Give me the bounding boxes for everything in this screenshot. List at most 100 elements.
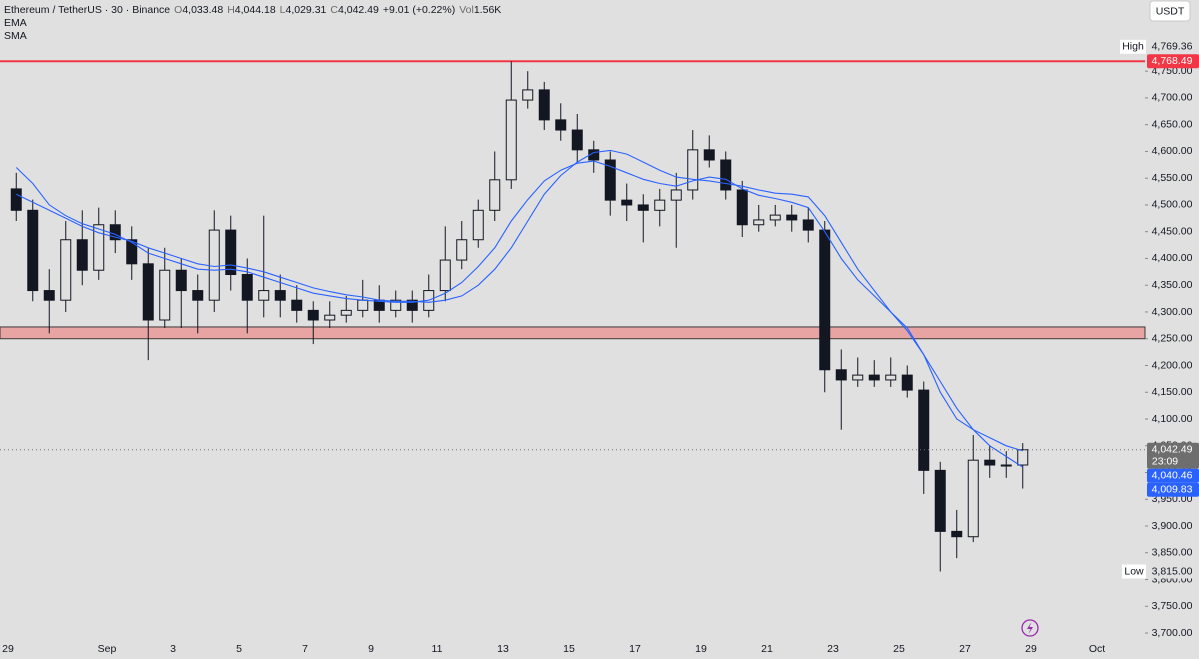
candle-body: [753, 219, 765, 226]
candle-body: [885, 374, 897, 381]
y-tick-label: 4,200.00: [1152, 359, 1193, 371]
zone: [0, 326, 1146, 340]
candle-body: [604, 159, 616, 201]
x-tick-label: 23: [827, 643, 839, 655]
candle-body: [324, 314, 336, 321]
candle-body: [1017, 449, 1029, 466]
candle-body: [802, 219, 814, 231]
high-tag-label: 4,769.36: [1152, 41, 1193, 53]
x-tick-label: 13: [497, 643, 509, 655]
candle-body: [208, 229, 220, 301]
y-tick-label: 4,600.00: [1152, 145, 1193, 157]
candle-body: [93, 224, 105, 271]
y-tick-label: 4,100.00: [1152, 413, 1193, 425]
y-tick-label: 3,900.00: [1152, 520, 1193, 532]
y-tick-label: 3,700.00: [1152, 627, 1193, 639]
level-tag-label: 4,768.49: [1152, 55, 1193, 67]
flash-icon-bolt: [1027, 622, 1033, 634]
candle-body: [736, 189, 748, 226]
candle-body: [27, 209, 39, 292]
candle-body: [951, 530, 963, 538]
ohlc-key: H: [227, 4, 235, 16]
candle-body: [571, 129, 583, 151]
indicator-line: [16, 149, 1024, 468]
x-tick-label: 11: [432, 643, 443, 655]
candle-body: [769, 214, 781, 221]
ohlc-value: 4,033.48: [182, 4, 223, 16]
y-tick-label: 4,300.00: [1152, 306, 1193, 318]
candle-body: [159, 269, 171, 321]
low-tag-label: 3,815.00: [1152, 565, 1193, 577]
x-tick-label: Sep: [98, 643, 117, 655]
candle-body: [142, 263, 154, 321]
candle-body: [489, 179, 501, 211]
y-tick-label: 3,750.00: [1152, 600, 1193, 612]
candle-body: [439, 259, 451, 292]
candle-body: [241, 274, 253, 301]
ohlc-value: 4,044.18: [235, 4, 276, 16]
candle-body: [274, 290, 286, 301]
x-tick-label: 21: [761, 643, 773, 655]
candle-body: [555, 119, 567, 131]
candle-body: [60, 239, 72, 301]
y-tick-label: 4,400.00: [1152, 252, 1193, 264]
indicator-line: [15, 160, 1023, 452]
candle-body: [654, 199, 666, 211]
y-tick-label: 4,550.00: [1152, 172, 1193, 184]
low-name: Low: [1124, 565, 1144, 577]
candle-body: [307, 309, 319, 321]
low-tag: [1147, 564, 1199, 579]
indicator-legend[interactable]: SMA: [4, 30, 27, 42]
candle-body: [43, 290, 55, 301]
x-tick-label: 7: [302, 643, 308, 655]
currency-button[interactable]: [1149, 0, 1191, 22]
candle-body: [786, 214, 798, 221]
candle-body: [406, 299, 418, 311]
candle-body: [505, 99, 517, 181]
flash-icon[interactable]: [1021, 619, 1039, 637]
y-tick-label: 4,450.00: [1152, 225, 1193, 237]
x-tick-label: 9: [368, 643, 374, 655]
candle-body: [456, 239, 468, 261]
candle-body: [868, 374, 880, 381]
x-tick-label: 27: [959, 643, 971, 655]
currency[interactable]: USDT: [1156, 5, 1185, 17]
candle-body: [390, 299, 402, 311]
candle-body: [934, 469, 946, 532]
x-tick-label: 17: [629, 643, 641, 655]
indicator-legend[interactable]: EMA: [4, 17, 27, 29]
indicator-tag-label: 4,040.46: [1152, 470, 1193, 482]
candle-body: [76, 239, 88, 271]
last-price-tag: [1147, 442, 1199, 469]
x-tick-label: 29: [1025, 643, 1037, 655]
x-tick-label: 3: [170, 643, 176, 655]
candle-body: [472, 209, 484, 241]
y-tick-label: 4,250.00: [1152, 333, 1193, 345]
indicator-tag-label: 4,009.83: [1152, 484, 1193, 496]
candle-body: [621, 199, 633, 206]
countdown: 23:09: [1152, 456, 1178, 468]
candle-body: [175, 269, 187, 292]
high-name: High: [1122, 41, 1144, 53]
candle-body: [10, 188, 22, 211]
x-tick-label: 29: [2, 643, 14, 655]
ohlc-key: L: [280, 4, 286, 16]
candle-body: [1000, 464, 1012, 467]
ohlc-key: C: [330, 4, 338, 16]
y-tick-label: 4,650.00: [1152, 118, 1193, 130]
candle-body: [670, 189, 682, 201]
candle-body: [703, 149, 715, 161]
y-tick-label: 3,850.00: [1152, 547, 1193, 559]
high-name-bg: [1120, 39, 1146, 54]
x-tick-label: Oct: [1089, 643, 1105, 655]
y-tick-label: 4,350.00: [1152, 279, 1193, 291]
candle-body: [258, 290, 270, 301]
change: +9.01 (+0.22%): [383, 4, 455, 16]
candle-body: [225, 229, 237, 276]
x-tick-label: 25: [893, 643, 905, 655]
level-tag: [1147, 54, 1199, 69]
candle-body: [901, 374, 913, 391]
ohlc-key: O: [174, 4, 182, 16]
